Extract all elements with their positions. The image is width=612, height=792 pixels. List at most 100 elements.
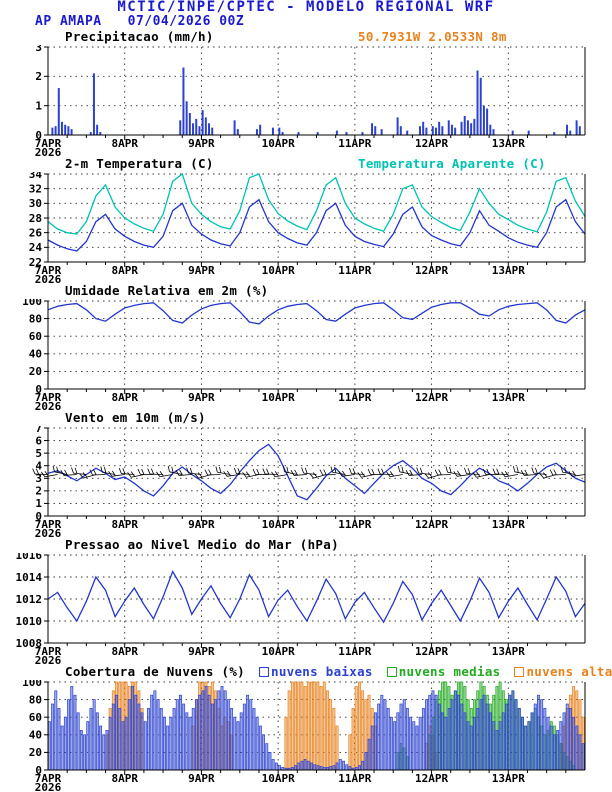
svg-text:12APR: 12APR xyxy=(415,264,448,277)
svg-text:9APR: 9APR xyxy=(188,645,215,658)
svg-text:80: 80 xyxy=(29,312,42,325)
svg-text:13APR: 13APR xyxy=(492,645,525,658)
svg-text:12APR: 12APR xyxy=(415,391,448,404)
legend-swatch-mid-clouds xyxy=(386,667,397,677)
panel-wind: Vento em 10m (m/s) 0 1 2 3 4 5 6 7 7APR 2026 8APR 9… xyxy=(0,411,612,538)
legend-item-nuvens-baixas: nuvens baixas xyxy=(259,664,373,679)
svg-text:9APR: 9APR xyxy=(188,137,215,150)
panel-title-row: Umidade Relativa em 2m (%) xyxy=(0,284,612,299)
svg-text:1: 1 xyxy=(35,497,42,510)
panel-title-row: Pressao ao Nivel Medio do Mar (hPa) xyxy=(0,538,612,553)
svg-text:20: 20 xyxy=(29,746,42,759)
svg-text:6: 6 xyxy=(35,434,42,447)
svg-text:11APR: 11APR xyxy=(338,391,371,404)
svg-text:11APR: 11APR xyxy=(338,264,371,277)
svg-text:5: 5 xyxy=(35,447,42,460)
panel-title-row: 2-m Temperatura (C) Temperatura Aparente… xyxy=(0,157,612,172)
svg-text:7APR: 7APR xyxy=(35,137,62,150)
svg-text:8APR: 8APR xyxy=(111,518,138,531)
svg-text:2026: 2026 xyxy=(35,146,62,157)
svg-text:13APR: 13APR xyxy=(492,137,525,150)
svg-text:8APR: 8APR xyxy=(111,645,138,658)
apparent-temperature-legend: Temperatura Aparente (C) xyxy=(358,156,546,171)
svg-text:2026: 2026 xyxy=(35,654,62,665)
panel-title-row: Cobertura de Nuvens (%) nuvens baixas nuve… xyxy=(0,665,612,680)
svg-text:4: 4 xyxy=(35,460,42,473)
svg-text:80: 80 xyxy=(29,693,42,706)
svg-text:100: 100 xyxy=(22,299,42,308)
svg-text:1014: 1014 xyxy=(16,571,43,584)
svg-text:7APR: 7APR xyxy=(35,518,62,531)
legend-item-nuvens-altas: nuvens altas xyxy=(514,664,612,679)
svg-text:2026: 2026 xyxy=(35,273,62,284)
model-title: MCTIC/INPE/CPTEC - MODELO REGIONAL WRF xyxy=(117,0,495,15)
svg-text:8APR: 8APR xyxy=(111,391,138,404)
svg-text:0: 0 xyxy=(35,383,42,396)
svg-text:2026: 2026 xyxy=(35,400,62,411)
panel-cloud-cover: Cobertura de Nuvens (%) nuvens baixas nuve… xyxy=(0,665,612,792)
svg-text:10APR: 10APR xyxy=(262,264,295,277)
svg-text:30: 30 xyxy=(29,197,42,210)
svg-text:10APR: 10APR xyxy=(262,772,295,785)
svg-text:7APR: 7APR xyxy=(35,772,62,785)
panel-title-temperature: 2-m Temperatura (C) xyxy=(65,156,214,171)
panel-title-row: Precipitacao (mm/h) 50.7931W 2.0533N 8m xyxy=(0,30,612,45)
svg-text:8APR: 8APR xyxy=(111,264,138,277)
legend-label-mid-clouds: nuvens medias xyxy=(398,664,501,679)
svg-text:1008: 1008 xyxy=(16,637,43,650)
panel-title-row: Vento em 10m (m/s) xyxy=(0,411,612,426)
svg-text:0: 0 xyxy=(35,510,42,523)
svg-text:9APR: 9APR xyxy=(188,264,215,277)
svg-text:0: 0 xyxy=(35,129,42,142)
panel-title-pressure: Pressao ao Nivel Medio do Mar (hPa) xyxy=(65,537,339,552)
panel-title-precipitation: Precipitacao (mm/h) xyxy=(65,29,214,44)
svg-text:1: 1 xyxy=(35,99,42,112)
panel-temperature: 2-m Temperatura (C) Temperatura Aparente… xyxy=(0,157,612,284)
svg-text:11APR: 11APR xyxy=(338,772,371,785)
panel-precipitation: Precipitacao (mm/h) 50.7931W 2.0533N 8m … xyxy=(0,30,612,157)
station-name: AP AMAPA xyxy=(35,14,102,29)
panel-title-humidity: Umidade Relativa em 2m (%) xyxy=(65,283,269,298)
svg-text:11APR: 11APR xyxy=(338,518,371,531)
svg-text:40: 40 xyxy=(29,348,42,361)
svg-text:10APR: 10APR xyxy=(262,518,295,531)
svg-text:9APR: 9APR xyxy=(188,391,215,404)
svg-text:3: 3 xyxy=(35,45,42,54)
svg-text:34: 34 xyxy=(29,172,43,181)
svg-text:9APR: 9APR xyxy=(188,772,215,785)
svg-text:12APR: 12APR xyxy=(415,137,448,150)
svg-text:7APR: 7APR xyxy=(35,264,62,277)
svg-text:12APR: 12APR xyxy=(415,772,448,785)
svg-text:8APR: 8APR xyxy=(111,772,138,785)
svg-text:26: 26 xyxy=(29,226,43,239)
svg-text:2: 2 xyxy=(35,485,42,498)
svg-text:1010: 1010 xyxy=(16,615,43,628)
svg-text:9APR: 9APR xyxy=(188,518,215,531)
svg-text:32: 32 xyxy=(29,182,42,195)
svg-text:60: 60 xyxy=(29,711,42,724)
svg-text:12APR: 12APR xyxy=(415,645,448,658)
header-row: AP AMAPA 07/04/2026 00Z xyxy=(0,15,612,30)
svg-text:10APR: 10APR xyxy=(262,645,295,658)
svg-text:11APR: 11APR xyxy=(338,645,371,658)
svg-text:13APR: 13APR xyxy=(492,772,525,785)
legend-swatch-low-clouds xyxy=(259,667,269,677)
station-coordinates: 50.7931W 2.0533N 8m xyxy=(358,29,507,44)
svg-text:11APR: 11APR xyxy=(338,137,371,150)
svg-text:10APR: 10APR xyxy=(262,137,295,150)
svg-text:60: 60 xyxy=(29,330,42,343)
legend-label-high-clouds: nuvens altas xyxy=(526,664,612,679)
svg-text:13APR: 13APR xyxy=(492,264,525,277)
panel-title-cloud-cover: Cobertura de Nuvens (%) xyxy=(65,664,245,679)
svg-text:2: 2 xyxy=(35,70,42,83)
svg-text:12APR: 12APR xyxy=(415,518,448,531)
svg-text:28: 28 xyxy=(29,212,42,225)
svg-text:7: 7 xyxy=(35,426,42,435)
svg-text:0: 0 xyxy=(35,764,42,777)
legend-label-low-clouds: nuvens baixas xyxy=(271,664,373,679)
